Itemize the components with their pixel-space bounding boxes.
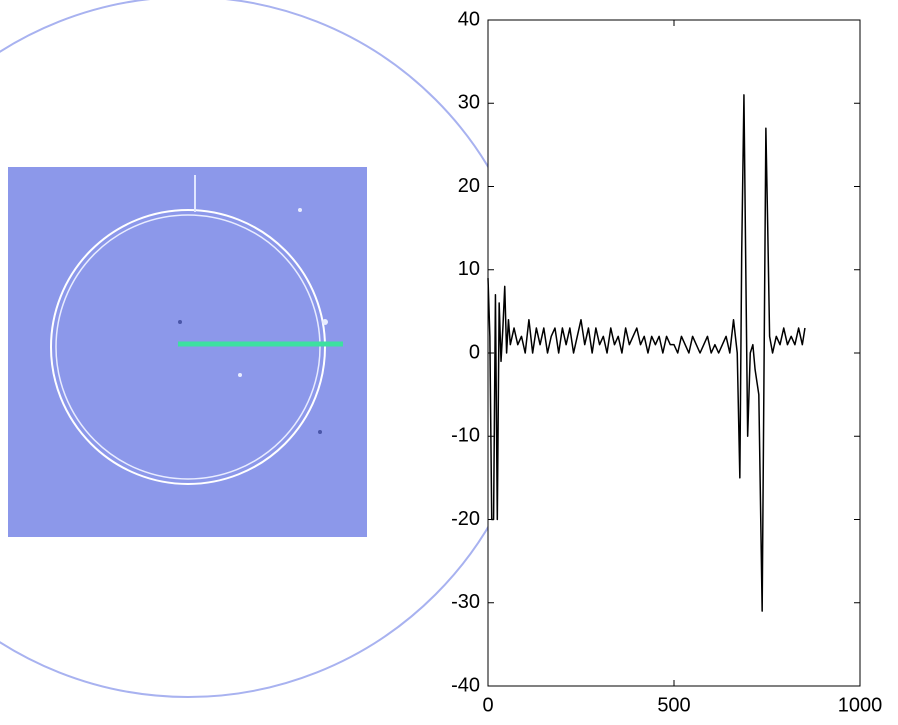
y-tick-label: -30 xyxy=(451,591,480,613)
speck xyxy=(298,208,302,212)
speck xyxy=(238,373,242,377)
x-tick-label: 0 xyxy=(482,694,493,716)
axes-box xyxy=(487,19,861,687)
y-tick-label: 20 xyxy=(458,175,480,197)
y-tick-label: 0 xyxy=(469,341,480,363)
circle-inner xyxy=(55,214,321,480)
y-tick-label: 30 xyxy=(458,92,480,114)
speck xyxy=(178,320,182,324)
circle-outer xyxy=(50,209,326,485)
y-tick-label: 40 xyxy=(458,8,480,30)
speck xyxy=(322,319,328,325)
data-line xyxy=(487,94,806,612)
y-tick-label: -20 xyxy=(451,508,480,530)
y-tick-label: -40 xyxy=(451,674,480,696)
x-tick-label: 1000 xyxy=(838,694,883,716)
speck xyxy=(318,430,322,434)
y-tick-label: 10 xyxy=(458,258,480,280)
y-tick-label: -10 xyxy=(451,425,480,447)
microscope-image xyxy=(0,0,539,698)
image-background xyxy=(8,167,367,537)
x-tick-label: 500 xyxy=(657,694,690,716)
